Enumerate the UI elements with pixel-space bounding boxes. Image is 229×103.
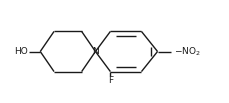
Text: N: N xyxy=(92,47,98,56)
Text: HO: HO xyxy=(14,47,27,56)
Text: $-$NO$_2$: $-$NO$_2$ xyxy=(173,45,200,58)
Text: F: F xyxy=(107,76,112,85)
